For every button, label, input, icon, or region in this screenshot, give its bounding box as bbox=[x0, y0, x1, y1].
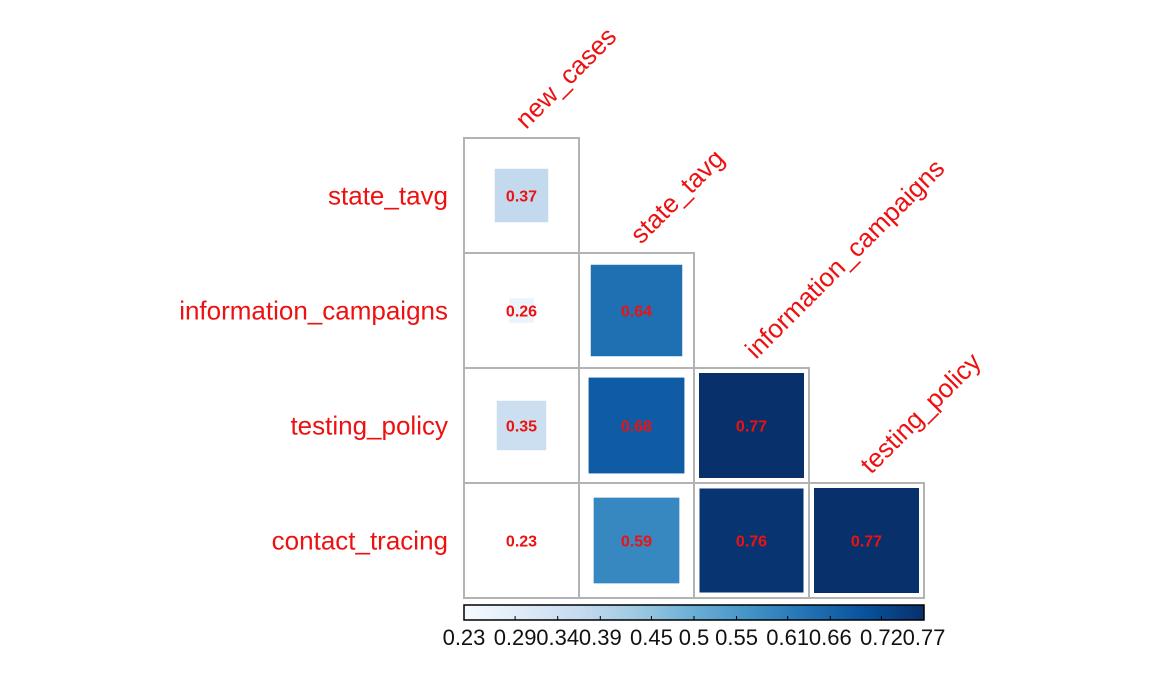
colorbar-tick-label: 0.34 bbox=[536, 625, 579, 650]
cell-testing_policy-information_campaigns: 0.77 bbox=[693, 367, 810, 484]
cell-square bbox=[518, 537, 525, 544]
colorbar-tick-label: 0.45 bbox=[630, 625, 673, 650]
colorbar-tick-label: 0.23 bbox=[443, 625, 486, 650]
cell-value-label: 0.76 bbox=[736, 534, 767, 551]
row-label-contact_tracing: contact_tracing bbox=[272, 526, 448, 556]
colorbar-tick-label: 0.72 bbox=[860, 625, 903, 650]
cell-information_campaigns-state_tavg: 0.64 bbox=[578, 252, 695, 369]
cells-layer: 0.37 0.26 0.64 0.35 0.68 0.77 0.23 0.59 0.76 0.77 bbox=[463, 137, 925, 599]
cell-value-label: 0.77 bbox=[736, 419, 767, 436]
cell-square bbox=[814, 488, 919, 593]
cell-testing_policy-state_tavg: 0.68 bbox=[578, 367, 695, 484]
cell-square bbox=[509, 298, 534, 323]
cell-value-label: 0.68 bbox=[621, 419, 652, 436]
cell-square bbox=[699, 488, 804, 593]
colorbar-tick-label: 0.29 bbox=[494, 625, 537, 650]
cell-testing_policy-new_cases: 0.35 bbox=[463, 367, 580, 484]
colorbar-tick-label: 0.5 bbox=[679, 625, 710, 650]
cell-square bbox=[590, 264, 683, 357]
column-label-information_campaigns: information_campaigns bbox=[739, 153, 950, 364]
row-label-testing_policy: testing_policy bbox=[290, 411, 448, 441]
cell-value-label: 0.59 bbox=[621, 534, 652, 551]
colorbar-tick-label: 0.77 bbox=[903, 625, 946, 650]
cell-contact_tracing-state_tavg: 0.59 bbox=[578, 482, 695, 599]
cell-square bbox=[593, 497, 680, 584]
cell-value-label: 0.23 bbox=[506, 534, 537, 551]
row-label-information_campaigns: information_campaigns bbox=[179, 296, 448, 326]
colorbar-tick-label: 0.61 bbox=[766, 625, 809, 650]
cell-square bbox=[588, 377, 685, 474]
row-labels: state_tavg information_campaigns testing_p… bbox=[179, 181, 448, 556]
colorbar: 0.23 0.29 0.34 0.39 0.45 0.5 0.55 0.61 0.66 0.72 0… bbox=[443, 604, 946, 650]
colorbar-tick-label: 0.39 bbox=[579, 625, 622, 650]
cell-value-label: 0.37 bbox=[506, 189, 537, 206]
cell-information_campaigns-new_cases: 0.26 bbox=[463, 252, 580, 369]
cell-square bbox=[494, 168, 549, 223]
cell-state_tavg-new_cases: 0.37 bbox=[463, 137, 580, 254]
column-label-testing_policy: testing_policy bbox=[854, 347, 987, 480]
column-label-new_cases: new_cases bbox=[509, 21, 622, 134]
cell-contact_tracing-information_campaigns: 0.76 bbox=[693, 482, 810, 599]
column-label-state_tavg: state_tavg bbox=[624, 143, 730, 249]
cell-square bbox=[496, 400, 547, 451]
cell-contact_tracing-testing_policy: 0.77 bbox=[808, 482, 925, 599]
colorbar-tick-label: 0.66 bbox=[809, 625, 852, 650]
cell-square bbox=[699, 373, 804, 478]
cell-contact_tracing-new_cases: 0.23 bbox=[463, 482, 580, 599]
cell-value-label: 0.64 bbox=[621, 304, 652, 321]
colorbar-tick-label: 0.55 bbox=[715, 625, 758, 650]
cell-value-label: 0.26 bbox=[506, 304, 537, 321]
row-label-state_tavg: state_tavg bbox=[328, 181, 448, 211]
cell-value-label: 0.77 bbox=[851, 534, 882, 551]
cell-value-label: 0.35 bbox=[506, 419, 537, 436]
